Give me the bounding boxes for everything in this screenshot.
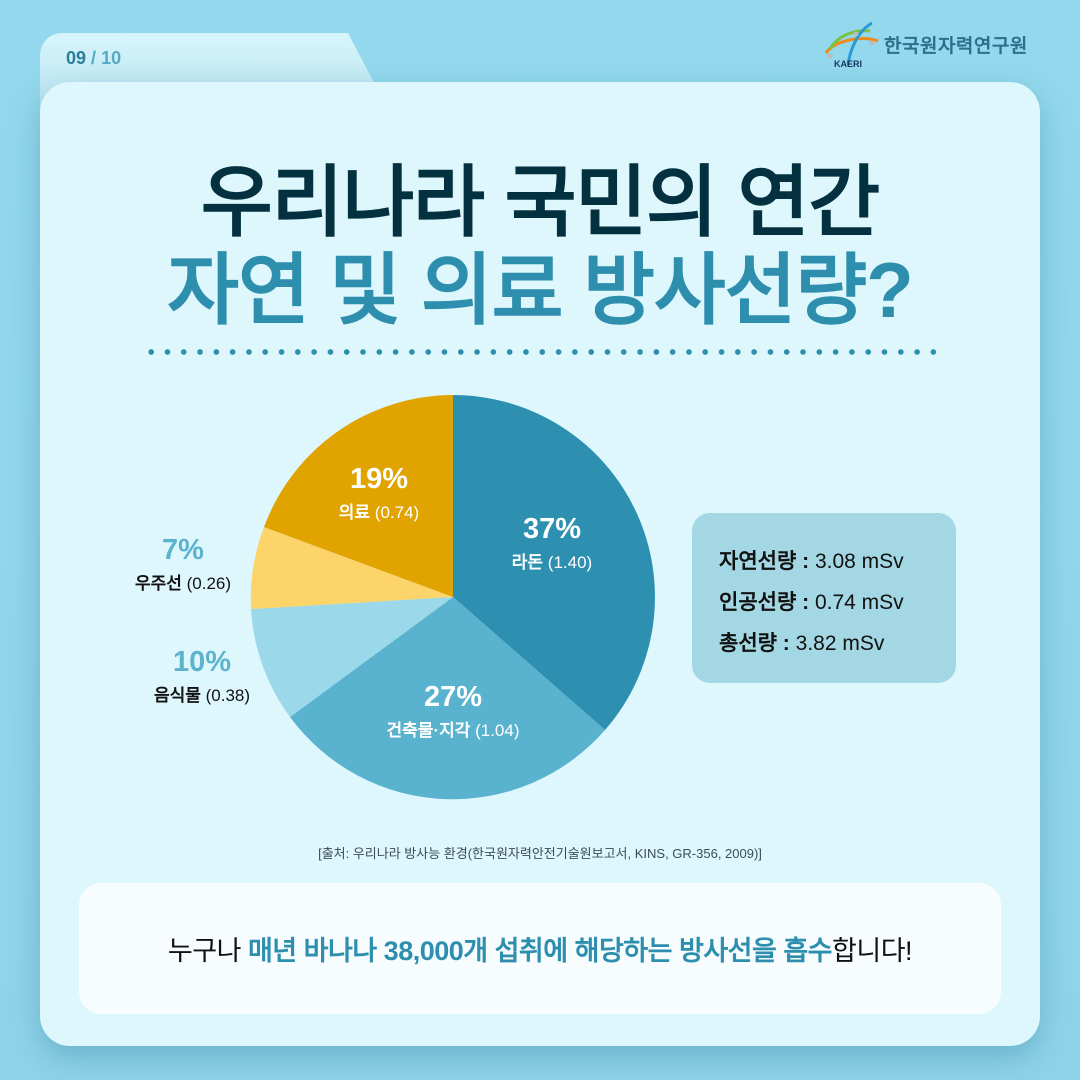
source-citation: [출처: 우리나라 방사능 환경(한국원자력안전기술원보고서, KINS, GR… [318,846,762,861]
page-total: 10 [101,48,122,68]
kaeri-logo: KAERI 한국원자력연구원 [820,14,1028,74]
summary-total: 총선량 : 3.82 mSv [719,632,885,655]
page-current: 09 [66,48,87,68]
label-radon: 37% 라돈 (1.40) [511,513,593,572]
atom-logo-icon: KAERI [824,21,879,69]
dose-summary-box: 자연선량 : 3.08 mSv 인공선량 : 0.74 mSv 총선량 : 3.… [692,513,956,683]
summary-natural: 자연선량 : 3.08 mSv [719,550,904,573]
title-line-2: 자연 및 의료 방사선량? [167,246,914,334]
label-building: 27% 건축물·지각 (1.04) [386,681,520,740]
callout-highlight: 매년 바나나 38,000개 섭취에 해당하는 방사선을 흡수 [247,936,833,966]
page-indicator: 09 / 10 [66,48,121,69]
label-medical: 19% 의료 (0.74) [338,463,420,522]
logo-name: 한국원자력연구원 [884,35,1028,57]
label-food: 10% 음식물 (0.38) [153,646,251,705]
page-separator: / [91,48,97,68]
label-cosmic: 7% 우주선 (0.26) [134,534,232,593]
callout-box: 누구나 매년 바나나 38,000개 섭취에 해당하는 방사선을 흡수 합니다! [79,883,1001,1014]
dotted-divider [143,349,938,355]
title-line-1: 우리나라 국민의 연간 [200,158,880,246]
summary-artificial: 인공선량 : 0.74 mSv [719,591,904,614]
callout-suffix: 합니다! [832,936,913,966]
svg-text:KAERI: KAERI [834,59,862,69]
callout-prefix: 누구나 [167,936,242,966]
